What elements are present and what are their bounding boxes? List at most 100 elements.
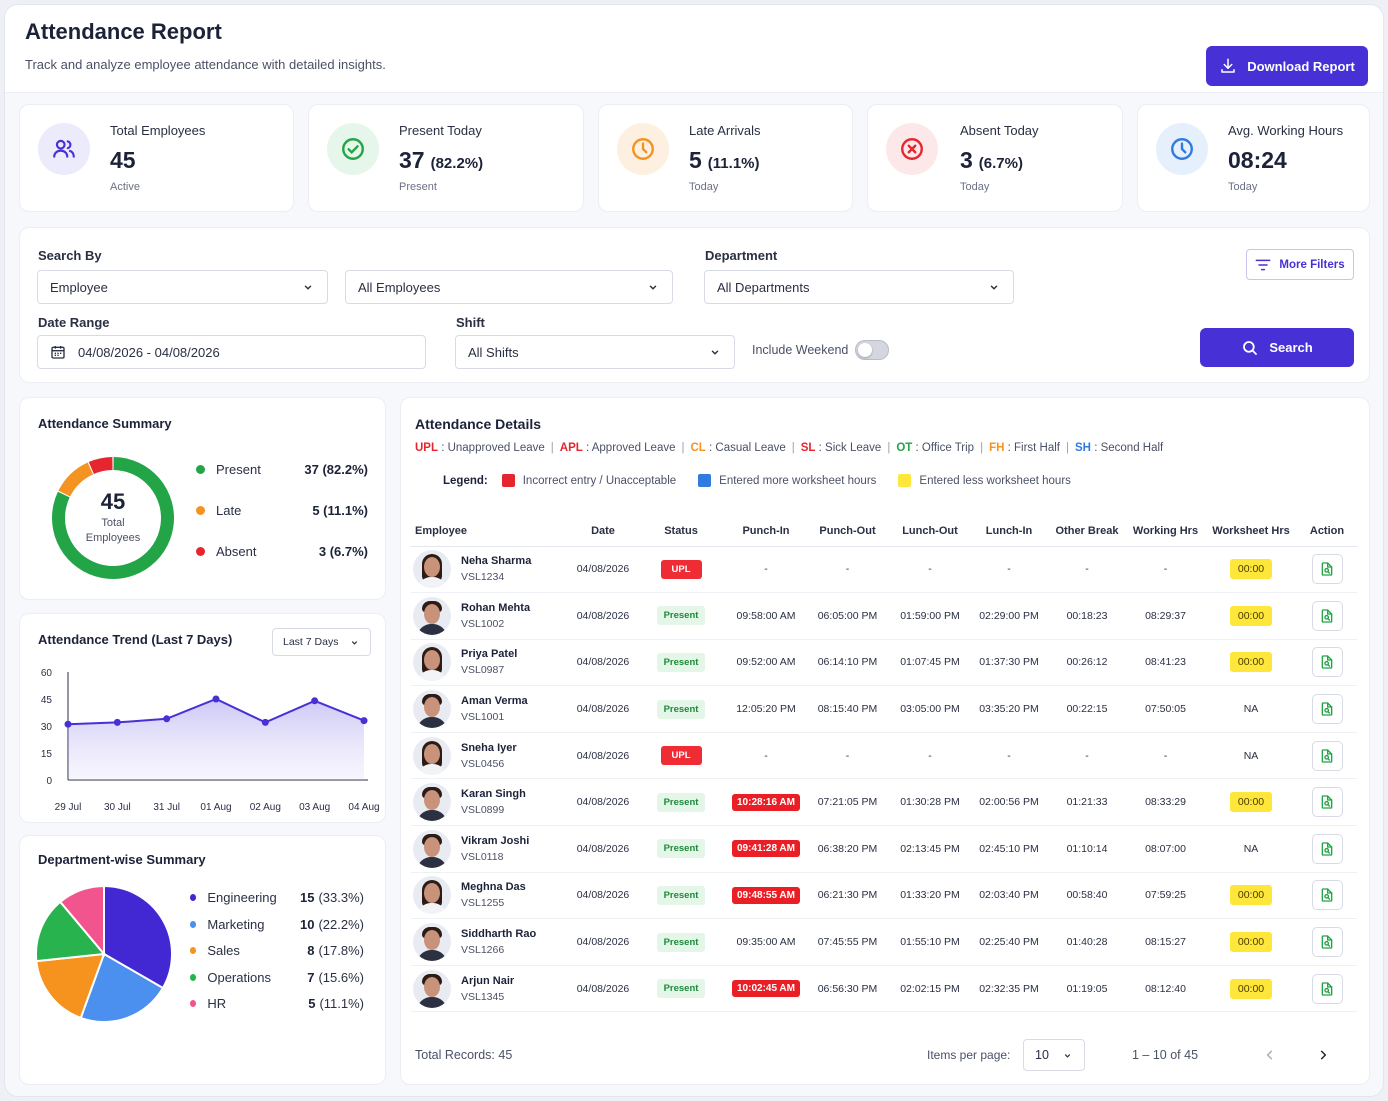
legend-dot <box>196 506 205 515</box>
filter-panel: Search By Employee All Employees Departm… <box>19 227 1370 383</box>
summary-total-value: 45 <box>100 489 126 514</box>
department-select[interactable]: All Departments <box>704 270 1014 304</box>
employee-wrap: Neha Sharma VSL1234 <box>413 550 569 589</box>
cell-punch-out: - <box>805 732 890 780</box>
view-report-button[interactable] <box>1311 833 1343 864</box>
chevron-down-icon <box>990 285 998 290</box>
employee-cell: Aman Verma VSL1001 <box>411 685 571 733</box>
employee-name: Rohan Mehta <box>461 601 531 614</box>
employee-select[interactable]: All Employees <box>345 270 673 304</box>
cell-other-break: - <box>1048 546 1126 594</box>
prev-page-button[interactable] <box>1259 1044 1281 1066</box>
view-report-button[interactable] <box>1311 740 1343 771</box>
separator: | <box>887 442 891 454</box>
avatar-body <box>417 856 447 868</box>
include-weekend-toggle[interactable] <box>855 340 889 360</box>
donut-slice-absent <box>88 457 113 474</box>
department-label: HR <box>207 996 227 1011</box>
document-search-icon <box>1321 935 1333 949</box>
table-row: Neha Sharma VSL1234 04/08/2026 UPL - - - - - -00:… <box>411 546 1357 594</box>
cell-punch-out: 07:45:55 PM <box>805 918 890 966</box>
cell-punch-out: 06:56:30 PM <box>805 965 890 1013</box>
abbreviation-text: : First Half <box>1004 442 1061 454</box>
action-cell <box>1297 685 1357 733</box>
stat-percent: (11.1%) <box>707 155 760 172</box>
stat-icon-wrap <box>327 123 379 175</box>
department-label: Department <box>705 248 778 263</box>
trend-range-select[interactable]: Last 7 Days <box>272 628 371 656</box>
cell-date: 04/08/2026 <box>571 685 635 733</box>
cell-date: 04/08/2026 <box>571 825 635 873</box>
cell-other-break: 01:10:14 <box>1048 825 1126 873</box>
date-range-input[interactable]: 04/08/2026 - 04/08/2026 <box>37 335 426 369</box>
employee-info: Vikram Joshi VSL0118 <box>461 835 529 863</box>
legend-dot <box>196 547 205 556</box>
view-report-button[interactable] <box>1311 927 1343 958</box>
stat-label: Late Arrivals <box>689 123 761 138</box>
cell-other-break: - <box>1048 732 1126 780</box>
shift-select[interactable]: All Shifts <box>455 335 735 369</box>
view-report-button[interactable] <box>1311 647 1343 678</box>
view-report-button[interactable] <box>1311 973 1343 1004</box>
items-per-page-select[interactable]: 10 <box>1023 1039 1085 1071</box>
column-header: Punch-Out <box>805 516 890 547</box>
view-report-button[interactable] <box>1311 600 1343 631</box>
status-badge: UPL <box>660 746 702 766</box>
view-report-button[interactable] <box>1311 880 1343 911</box>
more-filters-button[interactable]: More Filters <box>1246 249 1354 280</box>
view-report-button[interactable] <box>1311 787 1343 818</box>
more-filters-label: More Filters <box>1279 258 1345 271</box>
employee-id: VSL1255 <box>461 897 505 910</box>
avatar <box>413 596 451 635</box>
document-search-icon <box>1321 888 1333 903</box>
employee-name: Sneha Iyer <box>461 741 517 754</box>
employee-cell: Arjun Nair VSL1345 <box>411 965 571 1013</box>
document-search-icon <box>1321 981 1333 996</box>
download-report-button[interactable]: Download Report <box>1206 46 1368 86</box>
users-icon <box>51 136 77 162</box>
employee-wrap: Aman Verma VSL1001 <box>413 690 569 729</box>
employee-info: Arjun Nair VSL1345 <box>461 975 514 1003</box>
employee-name: Aman Verma <box>461 695 528 708</box>
trend-line-chart: 0 15 30 45 60 29 Jul 30 Jul 31 Jul 01 Aug 02 Aug 0… <box>41 668 380 813</box>
employee-cell: Vikram Joshi VSL0118 <box>411 825 571 873</box>
legend-swatch <box>501 474 515 487</box>
stat-value: 5 (11.1%) <box>689 147 760 174</box>
avatar <box>413 643 451 682</box>
next-page-button[interactable] <box>1312 1044 1334 1066</box>
department-percent: (11.1%) <box>319 996 364 1011</box>
cell-punch-out: 08:15:40 PM <box>805 685 890 733</box>
avatar-body <box>417 996 447 1008</box>
table-row: Aman Verma VSL1001 04/08/2026 Present 12:05:… <box>411 685 1357 733</box>
cell-lunch-out: 01:33:20 PM <box>890 872 970 920</box>
employee-id: VSL1234 <box>461 571 505 584</box>
stat-icon-wrap <box>38 123 90 175</box>
y-tick-label: 45 <box>41 695 53 706</box>
view-report-button[interactable] <box>1311 554 1343 585</box>
cell-other-break: 01:19:05 <box>1048 965 1126 1013</box>
chevron-down-icon <box>1064 1053 1071 1058</box>
department-percent: (17.8%) <box>318 943 364 958</box>
cell-other-break: 00:26:12 <box>1048 639 1126 687</box>
cell-worksheet: 00:00 <box>1205 639 1297 687</box>
view-report-button[interactable] <box>1311 694 1343 725</box>
stat-card: Avg. Working Hours 08:24 Today <box>1137 104 1370 212</box>
x-tick-label: 03 Aug <box>299 802 330 813</box>
cell-worksheet: 00:00 <box>1205 592 1297 640</box>
flagged-punch-in: 10:02:45 AM <box>732 980 800 998</box>
cell-working: 08:07:00 <box>1126 825 1205 873</box>
department-label: Operations <box>207 969 271 985</box>
column-header: Other Break <box>1048 516 1126 547</box>
stat-value: 45 <box>110 147 136 174</box>
cell-punch-out: 06:14:10 PM <box>805 639 890 687</box>
check-circle-icon <box>340 136 366 162</box>
avatar-face <box>424 697 440 718</box>
search-button[interactable]: Search <box>1200 328 1354 367</box>
avatar-face <box>424 743 440 764</box>
employee-value: All Employees <box>358 279 441 295</box>
legend-text: Incorrect entry / Unacceptable <box>522 474 677 487</box>
cell-lunch-in: 03:35:20 PM <box>970 685 1048 733</box>
search-by-select[interactable]: Employee <box>37 270 328 304</box>
avatar <box>413 829 451 868</box>
action-cell <box>1297 965 1357 1013</box>
